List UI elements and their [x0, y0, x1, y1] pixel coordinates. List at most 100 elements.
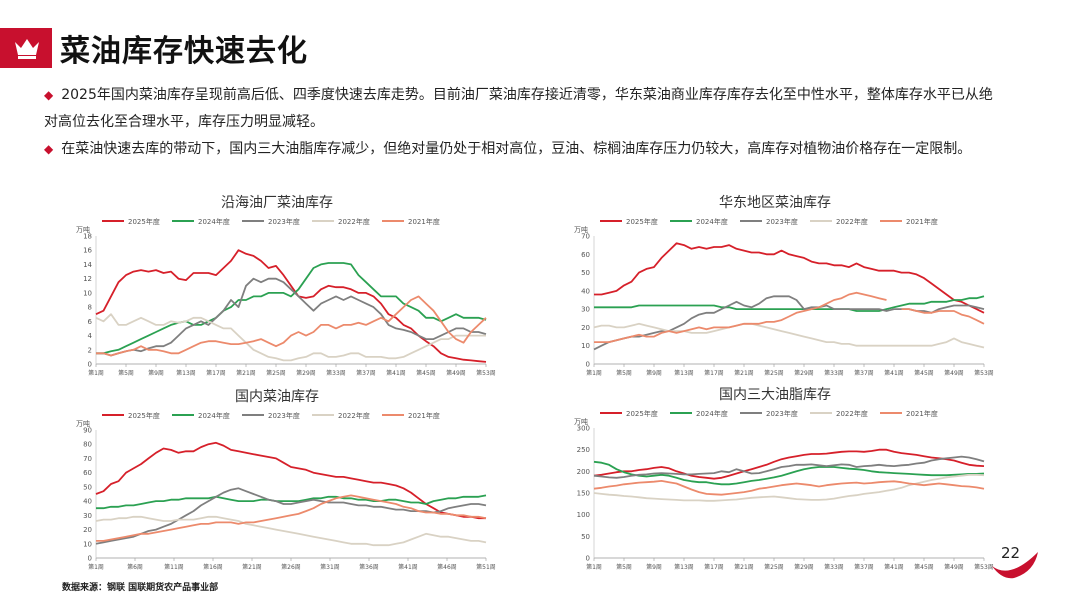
legend-label: 2021年度: [408, 217, 440, 226]
x-tick-label: 第17周: [704, 563, 724, 571]
y-tick-label: 30: [83, 512, 92, 520]
corner-decoration: [992, 552, 1038, 579]
diamond-icon: ◆: [44, 142, 54, 156]
x-tick-label: 第33周: [824, 369, 844, 377]
series-line: [95, 515, 487, 547]
crown-icon: [15, 39, 39, 59]
y-axis-unit: 万吨: [76, 225, 90, 234]
x-tick-label: 第25周: [266, 369, 286, 377]
legend-label: 2022年度: [338, 411, 370, 420]
legend-label: 2022年度: [338, 217, 370, 226]
y-tick-label: 50: [581, 533, 590, 541]
x-tick-label: 第33周: [326, 369, 346, 377]
y-tick-label: 2: [88, 346, 92, 354]
x-tick-label: 第45周: [416, 369, 436, 377]
chart-domestic-three-oils-stock: 国内三大油脂库存 2025年度 2024年度 2023年度 2022年度 2021年度 万吨…: [560, 384, 994, 576]
y-tick-label: 70: [83, 455, 92, 463]
y-tick-label: 20: [83, 526, 92, 534]
x-tick-label: 第53周: [476, 369, 496, 377]
x-tick-label: 第11周: [164, 563, 184, 571]
series-line: [594, 295, 985, 312]
y-tick-label: 6: [88, 318, 93, 326]
y-tick-label: 250: [577, 446, 590, 454]
x-tick-label: 第49周: [944, 369, 964, 377]
x-tick-label: 第26周: [281, 563, 301, 571]
data-source: 数据来源：钢联 国联期货农产品事业部: [62, 583, 219, 593]
x-tick-label: 第6周: [127, 563, 143, 571]
chart-title: 华东地区菜油库存: [719, 195, 831, 211]
y-tick-label: 4: [88, 332, 93, 340]
x-tick-label: 第13周: [176, 369, 196, 377]
y-tick-label: 150: [577, 490, 590, 498]
x-tick-label: 第41周: [884, 563, 904, 571]
chart-svg: 国内三大油脂库存 2025年度 2024年度 2023年度 2022年度 2021年度万吨…: [574, 387, 994, 571]
series-line: [96, 277, 487, 357]
series-line: [95, 313, 486, 362]
bullet-text: 2025年国内菜油库存呈现前高后低、四季度快速去库走势。目前油厂菜油库存接近清零…: [44, 87, 993, 130]
x-tick-label: 第1周: [88, 369, 104, 377]
y-axis-unit: 万吨: [574, 225, 588, 234]
y-tick-label: 40: [83, 498, 92, 506]
y-tick-label: 60: [83, 469, 92, 477]
y-axis-unit: 万吨: [574, 417, 588, 426]
x-tick-label: 第9周: [646, 563, 662, 571]
x-tick-label: 第5周: [118, 369, 134, 377]
legend-label: 2023年度: [766, 409, 798, 418]
y-tick-label: 50: [581, 269, 590, 277]
y-tick-label: 0: [88, 361, 92, 369]
legend-label: 2021年度: [408, 411, 440, 420]
y-tick-label: 0: [586, 555, 590, 563]
y-tick-label: 10: [83, 289, 92, 297]
x-tick-label: 第46周: [437, 563, 457, 571]
y-axis-unit: 万吨: [76, 419, 90, 428]
legend-label: 2024年度: [696, 409, 728, 418]
y-tick-label: 100: [577, 511, 590, 519]
page-number: 22: [1001, 544, 1021, 562]
y-tick-label: 8: [88, 304, 92, 312]
x-tick-label: 第29周: [794, 563, 814, 571]
y-tick-label: 50: [83, 483, 92, 491]
x-tick-label: 第25周: [764, 563, 784, 571]
x-tick-label: 第9周: [148, 369, 164, 377]
legend-label: 2023年度: [268, 217, 300, 226]
legend-label: 2023年度: [268, 411, 300, 420]
x-tick-label: 第1周: [586, 563, 602, 571]
y-tick-label: 60: [581, 251, 590, 259]
x-tick-label: 第1周: [88, 563, 104, 571]
x-tick-label: 第41周: [386, 369, 406, 377]
y-tick-label: 18: [83, 233, 92, 241]
legend-label: 2021年度: [906, 409, 938, 418]
series-line: [593, 473, 985, 502]
x-tick-label: 第31周: [320, 563, 340, 571]
series-line: [593, 480, 985, 496]
x-tick-label: 第17周: [704, 369, 724, 377]
x-tick-label: 第37周: [356, 369, 376, 377]
x-tick-label: 第53周: [974, 563, 994, 571]
x-tick-label: 第37周: [854, 563, 874, 571]
bullet-list: ◆ 2025年国内菜油库存呈现前高后低、四季度快速去库走势。目前油厂菜油库存接近清…: [44, 82, 994, 163]
x-tick-label: 第13周: [674, 369, 694, 377]
x-tick-label: 第21周: [734, 369, 754, 377]
x-tick-label: 第21周: [734, 563, 754, 571]
legend-label: 2022年度: [836, 409, 868, 418]
x-tick-label: 第29周: [794, 369, 814, 377]
x-tick-label: 第49周: [446, 369, 466, 377]
legend-label: 2024年度: [198, 217, 230, 226]
y-tick-label: 0: [88, 555, 92, 563]
x-tick-label: 第33周: [824, 563, 844, 571]
chart-domestic-rapeseed-oil-stock: 国内菜油库存 2025年度 2024年度 2023年度 2022年度 2021年度 万吨 0 1…: [62, 386, 496, 576]
x-tick-label: 第25周: [764, 369, 784, 377]
series-line: [96, 494, 487, 510]
y-tick-label: 90: [83, 427, 92, 435]
x-tick-label: 第36周: [359, 563, 379, 571]
y-tick-label: 20: [581, 324, 590, 332]
series-line: [594, 291, 985, 343]
series-line: [593, 455, 985, 479]
legend-label: 2025年度: [128, 217, 160, 226]
series-line: [593, 295, 985, 351]
bullet-text: 在菜油快速去库的带动下，国内三大油脂库存减少，但绝对量仍处于相对高位，豆油、棕榈…: [61, 141, 972, 157]
y-tick-label: 10: [83, 540, 92, 548]
series-line: [593, 460, 985, 486]
x-tick-label: 第5周: [616, 563, 632, 571]
y-tick-label: 70: [581, 233, 590, 241]
